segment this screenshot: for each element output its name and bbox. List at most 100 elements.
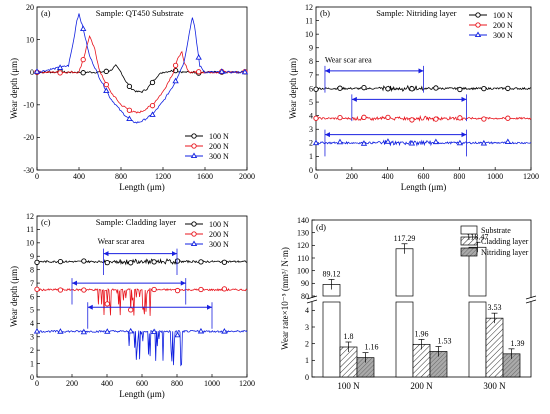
series-marker — [361, 114, 367, 120]
series-line-300n — [315, 139, 532, 147]
series-marker — [475, 12, 481, 18]
y-tick-label: 4 — [30, 319, 34, 328]
arrow-head-left — [103, 251, 109, 257]
arrow-head-right — [207, 304, 212, 310]
panel-b — [312, 6, 532, 171]
x-tick-label: 400 — [101, 379, 113, 388]
legend-label: 100 N — [209, 220, 229, 229]
series-marker — [196, 69, 202, 75]
legend-label: 100 N — [493, 11, 513, 20]
x-tick-label: 1000 — [487, 172, 503, 181]
chart-title: Sample: QT450 Substrate — [96, 8, 184, 18]
series-marker — [103, 81, 109, 88]
series-marker — [409, 117, 415, 123]
series-marker — [103, 87, 110, 94]
series-marker — [198, 259, 204, 265]
series-marker — [81, 258, 87, 264]
series-marker — [103, 68, 109, 74]
bar-substrate-lower — [468, 301, 487, 378]
series-marker — [337, 85, 343, 91]
series-marker — [80, 70, 86, 76]
data-label: 1.96 — [415, 329, 429, 338]
legend-swatch — [460, 247, 478, 257]
series-marker — [174, 331, 181, 338]
series-marker — [361, 85, 367, 91]
y-tick-label: 2 — [305, 339, 309, 348]
panel-label: (b) — [320, 8, 330, 18]
series-marker — [505, 85, 511, 92]
x-tick-label: 800 — [171, 379, 183, 388]
arrow-head-right — [418, 68, 424, 74]
y-tick-label: 8 — [309, 57, 313, 66]
panel-label: (a) — [41, 8, 51, 18]
series-marker — [198, 286, 204, 293]
series-marker — [433, 85, 439, 91]
y-tick-label: 0 — [30, 68, 34, 77]
legend-label: 300 N — [209, 240, 229, 249]
panel-label: (c) — [41, 217, 51, 227]
series-marker — [457, 115, 463, 121]
bar-cladding-layer — [485, 317, 504, 378]
y-tick-label: 11 — [305, 16, 313, 25]
panel-label: (d) — [316, 222, 326, 232]
series-marker — [384, 138, 392, 144]
x-tick-label: 2000 — [239, 172, 255, 181]
series-marker — [432, 138, 440, 145]
series-marker — [241, 68, 249, 75]
y-axis-label: Wear rate×10⁻⁵ (mm³/ N·m) — [280, 247, 290, 350]
y-tick-label: 10 — [305, 30, 313, 39]
x-tick-label: 1000 — [204, 379, 220, 388]
series-line-300n — [36, 13, 248, 124]
y-tick-label: 110 — [297, 254, 309, 263]
y-tick-label: 1 — [30, 359, 34, 368]
data-label: 1.16 — [365, 343, 379, 352]
chart-title: Sample: Nitriding layer — [376, 8, 456, 18]
y-tick-label: 12 — [26, 212, 34, 221]
series-marker — [127, 327, 134, 334]
x-tick-label: 200 — [346, 172, 358, 181]
series-marker — [409, 86, 415, 92]
bar-substrate — [395, 248, 414, 297]
x-tick-label: 1200 — [239, 379, 255, 388]
series-marker — [150, 328, 158, 335]
x-axis-label: Length (μm) — [119, 389, 165, 399]
x-tick-label: 200 — [66, 379, 78, 388]
annotation-text: Wear scar area — [98, 237, 145, 246]
series-marker — [457, 86, 463, 93]
series-marker — [191, 221, 197, 227]
y-tick-label: 2 — [30, 346, 34, 355]
y-tick-label: 90 — [301, 279, 309, 288]
x-tick-label: 200 N — [410, 381, 433, 391]
data-label: 1.8 — [344, 332, 354, 341]
series-marker — [360, 140, 368, 146]
series-marker — [34, 259, 40, 266]
series-marker — [221, 259, 228, 265]
arrow-head-left — [324, 132, 330, 138]
series-marker — [475, 22, 481, 28]
y-tick-label: 5 — [309, 98, 313, 107]
series-marker — [151, 259, 157, 265]
series-marker — [195, 54, 202, 60]
y-axis-label: Wear depth (μm) — [9, 58, 19, 119]
arrow-head-left — [72, 280, 77, 286]
legend-label: Substrate — [481, 226, 511, 235]
x-tick-label: 800 — [453, 172, 465, 181]
legend-label: 200 N — [493, 21, 513, 30]
x-axis-label: Length (μm) — [119, 182, 165, 192]
y-tick-label: 4 — [305, 306, 309, 315]
series-marker — [80, 328, 88, 335]
series-marker — [481, 85, 487, 92]
arrow-head-right — [461, 132, 467, 138]
series-marker — [474, 31, 482, 38]
series-marker — [128, 307, 134, 313]
data-label: 118.47 — [467, 232, 489, 241]
y-tick-label: 3 — [30, 333, 34, 342]
y-tick-label: 10 — [26, 35, 34, 44]
data-label: 1.53 — [438, 337, 452, 346]
y-tick-label: 11 — [26, 225, 34, 234]
series-marker — [191, 231, 197, 237]
data-label: 1.39 — [511, 339, 525, 348]
panel-a — [33, 6, 249, 171]
series-marker — [34, 286, 40, 292]
series-marker — [312, 139, 320, 146]
